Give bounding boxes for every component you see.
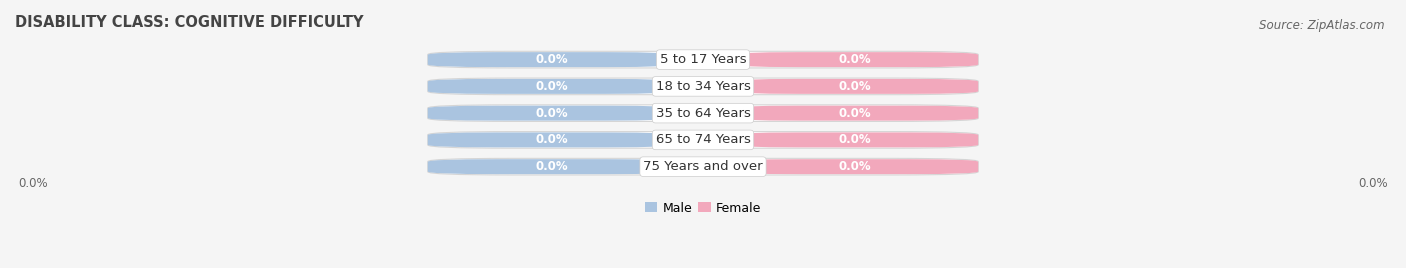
Text: 0.0%: 0.0% (536, 80, 568, 93)
Text: 75 Years and over: 75 Years and over (643, 160, 763, 173)
FancyBboxPatch shape (427, 159, 675, 174)
Text: 0.0%: 0.0% (536, 133, 568, 146)
FancyBboxPatch shape (427, 132, 979, 148)
FancyBboxPatch shape (731, 79, 979, 94)
Text: 0.0%: 0.0% (838, 133, 870, 146)
Text: Source: ZipAtlas.com: Source: ZipAtlas.com (1260, 19, 1385, 32)
Text: 0.0%: 0.0% (1358, 177, 1388, 190)
FancyBboxPatch shape (427, 158, 979, 175)
FancyBboxPatch shape (731, 106, 979, 121)
FancyBboxPatch shape (731, 52, 979, 67)
FancyBboxPatch shape (427, 105, 979, 121)
Text: 0.0%: 0.0% (18, 177, 48, 190)
Text: 18 to 34 Years: 18 to 34 Years (655, 80, 751, 93)
FancyBboxPatch shape (427, 106, 675, 121)
FancyBboxPatch shape (427, 78, 979, 95)
Text: 0.0%: 0.0% (536, 107, 568, 120)
Text: 0.0%: 0.0% (536, 160, 568, 173)
Text: 0.0%: 0.0% (536, 53, 568, 66)
FancyBboxPatch shape (427, 52, 675, 67)
FancyBboxPatch shape (427, 79, 675, 94)
Text: 0.0%: 0.0% (838, 107, 870, 120)
FancyBboxPatch shape (427, 51, 979, 68)
Text: 0.0%: 0.0% (838, 160, 870, 173)
FancyBboxPatch shape (731, 132, 979, 147)
Text: 65 to 74 Years: 65 to 74 Years (655, 133, 751, 146)
Text: 0.0%: 0.0% (838, 53, 870, 66)
Text: DISABILITY CLASS: COGNITIVE DIFFICULTY: DISABILITY CLASS: COGNITIVE DIFFICULTY (15, 15, 364, 30)
Text: 35 to 64 Years: 35 to 64 Years (655, 107, 751, 120)
Text: 0.0%: 0.0% (838, 80, 870, 93)
Text: 5 to 17 Years: 5 to 17 Years (659, 53, 747, 66)
Legend: Male, Female: Male, Female (640, 197, 766, 219)
FancyBboxPatch shape (427, 132, 675, 147)
FancyBboxPatch shape (731, 159, 979, 174)
